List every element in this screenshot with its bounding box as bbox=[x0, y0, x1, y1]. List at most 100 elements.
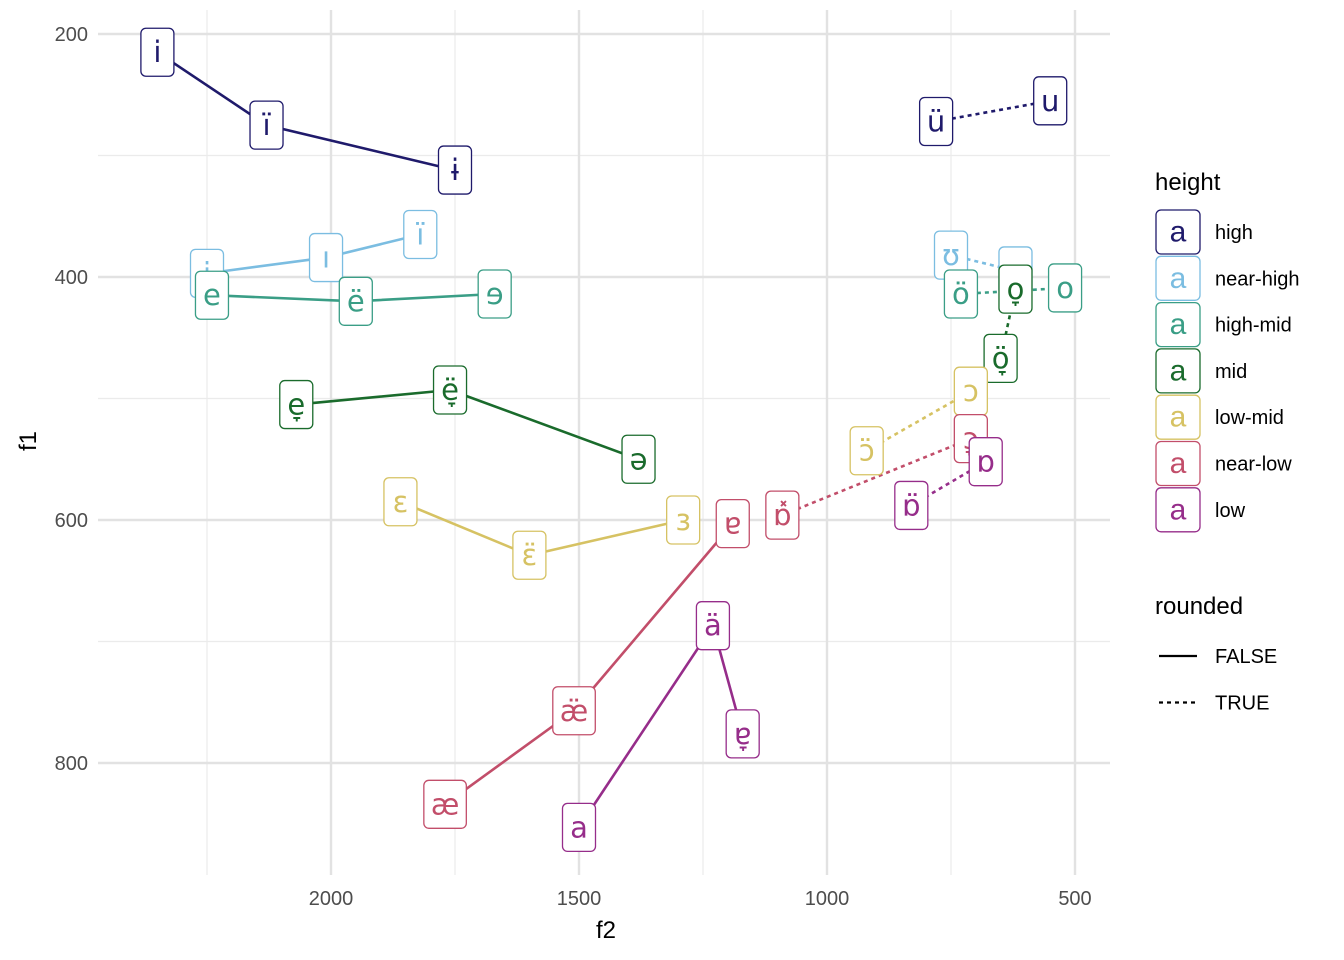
rounded-legend: rounded FALSE TRUE bbox=[1155, 593, 1277, 715]
rounded-legend-item: TRUE bbox=[1159, 693, 1269, 715]
vowel-point: ï bbox=[249, 100, 284, 150]
vowel-point: ɒ bbox=[968, 437, 1003, 487]
height-legend-item: a low-mid bbox=[1155, 394, 1284, 440]
vowel-label: ɨ bbox=[451, 153, 459, 187]
legend-key-glyph: a bbox=[1170, 216, 1187, 249]
vowel-label-box bbox=[1047, 263, 1083, 313]
vowel-point: ö̞ bbox=[983, 333, 1018, 384]
vowel-point: e̞ bbox=[279, 379, 314, 430]
vowel-label-box bbox=[432, 365, 468, 415]
height-legend-item: a mid bbox=[1155, 348, 1247, 394]
vowel-label-box bbox=[666, 495, 701, 545]
vowel-label: ë̞ bbox=[441, 373, 459, 407]
vowel-label-box bbox=[765, 490, 800, 540]
vowel-label: ɘ bbox=[486, 277, 504, 311]
legend-label: near-low bbox=[1215, 454, 1292, 476]
legend-key-box bbox=[1155, 209, 1201, 255]
vowel-label-box bbox=[695, 601, 731, 651]
legend-key-glyph: a bbox=[1170, 262, 1187, 295]
series-lines bbox=[156, 51, 1066, 829]
legend-key-glyph: a bbox=[1170, 447, 1187, 480]
vowel-label: e̞ bbox=[287, 388, 305, 422]
vowel-label: æ̈ bbox=[560, 694, 588, 728]
legend-label: low-mid bbox=[1215, 407, 1284, 429]
y-axis-tick-labels: 200 400 600 800 bbox=[55, 24, 88, 775]
vowel-point: ö bbox=[943, 269, 979, 319]
vowel-label-box bbox=[1033, 76, 1068, 126]
vowel-point: ɛ bbox=[383, 477, 418, 527]
vowel-label-box bbox=[894, 480, 929, 531]
vowel-point: ɒ̽ bbox=[765, 490, 800, 540]
vowel-label-box bbox=[308, 232, 344, 283]
y-tick-label: 800 bbox=[55, 753, 88, 775]
vowel-point: ɜ bbox=[666, 495, 701, 545]
height-legend-item: a near-low bbox=[1155, 440, 1292, 487]
vowel-label-box bbox=[561, 802, 597, 853]
vowel-label: ë bbox=[347, 284, 365, 318]
legend-key-box bbox=[1155, 348, 1201, 394]
vowel-label: ï bbox=[261, 108, 271, 142]
height-legend-item: a low bbox=[1155, 487, 1246, 533]
vowel-label-box bbox=[983, 333, 1018, 384]
legend-key-box bbox=[1155, 301, 1201, 348]
vowel-point: ɨ bbox=[437, 145, 473, 195]
vowel-point: æ̈ bbox=[552, 686, 596, 736]
x-tick-label: 500 bbox=[1058, 888, 1091, 910]
vowel-label-box bbox=[998, 264, 1033, 314]
vowel-label-box bbox=[918, 96, 954, 147]
vowel-label: ə bbox=[630, 442, 648, 476]
height-legend-item: a near-high bbox=[1155, 255, 1300, 301]
legend-key-glyph: a bbox=[1170, 354, 1187, 387]
vowel-point: o bbox=[1047, 263, 1083, 313]
x-tick-label: 2000 bbox=[309, 888, 354, 910]
rounded-legend-item: FALSE bbox=[1159, 646, 1277, 668]
series-line-high-rounded bbox=[935, 99, 1051, 123]
y-axis-title: f1 bbox=[15, 431, 42, 451]
vowel-point: ɔ̈ bbox=[849, 426, 884, 476]
rounded-legend-title: rounded bbox=[1155, 593, 1243, 620]
vowel-label-box bbox=[194, 270, 230, 320]
legend-label: mid bbox=[1215, 361, 1247, 383]
legend-label: TRUE bbox=[1215, 693, 1269, 715]
vowel-label: ɛ bbox=[393, 485, 409, 519]
vowel-label: ɜ bbox=[675, 503, 690, 537]
x-tick-label: 1000 bbox=[805, 888, 850, 910]
legend-key-box bbox=[1155, 440, 1201, 487]
vowel-label: ï bbox=[415, 217, 425, 251]
vowel-label-box bbox=[477, 269, 512, 319]
vowel-label-box bbox=[552, 686, 596, 736]
height-legend-item: a high-mid bbox=[1155, 301, 1292, 348]
vowel-point: o̞ bbox=[998, 264, 1033, 314]
vowel-label: ö bbox=[952, 277, 970, 311]
vowel-point: æ bbox=[423, 779, 467, 829]
vowel-label: ɔ̈ bbox=[859, 434, 875, 468]
y-tick-label: 200 bbox=[55, 24, 88, 46]
y-tick-label: 600 bbox=[55, 510, 88, 532]
vowel-point: a bbox=[561, 802, 597, 853]
vowel-point: ə bbox=[621, 434, 656, 484]
vowel-label-box bbox=[279, 379, 314, 430]
plot-panel: iïɨüui̞ıïʊu̞eëɘöoe̞ë̞əö̞o̞ɛɛ̈ɜɔ̈ɔææ̈ɐɒ̽ɔ… bbox=[98, 10, 1110, 875]
vowel-point: ɘ bbox=[477, 269, 512, 319]
series-point-labels: iïɨüui̞ıïʊu̞eëɘöoe̞ë̞əö̞o̞ɛɛ̈ɜɔ̈ɔææ̈ɐɒ̽ɔ… bbox=[140, 27, 1083, 853]
legend-key-glyph: a bbox=[1170, 493, 1187, 526]
vowel-label-box bbox=[943, 269, 979, 319]
vowel-label-box bbox=[725, 709, 760, 759]
legend-key-glyph: a bbox=[1170, 401, 1187, 434]
vowel-label-box bbox=[621, 434, 656, 484]
vowel-label: e bbox=[203, 278, 221, 312]
vowel-point: ı bbox=[308, 232, 344, 283]
vowel-label: ä bbox=[704, 609, 722, 643]
vowel-point: ë bbox=[338, 276, 373, 326]
vowel-label-box bbox=[140, 27, 175, 77]
vowel-point: i bbox=[140, 27, 175, 77]
legend-label: high-mid bbox=[1215, 315, 1292, 337]
vowel-point: ɛ̈ bbox=[512, 530, 547, 580]
series-line-low-unrounded bbox=[577, 624, 744, 829]
legend-label: high bbox=[1215, 222, 1253, 244]
legend-key-glyph: a bbox=[1170, 308, 1187, 341]
vowel-label: o bbox=[1056, 271, 1074, 305]
vowel-label-box bbox=[383, 477, 418, 527]
series-line-high-unrounded bbox=[156, 51, 456, 172]
